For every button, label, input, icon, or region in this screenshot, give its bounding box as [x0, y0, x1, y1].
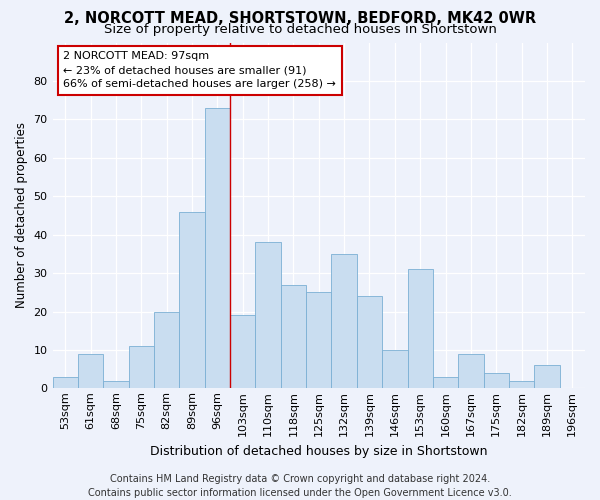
Text: Contains HM Land Registry data © Crown copyright and database right 2024.
Contai: Contains HM Land Registry data © Crown c… [88, 474, 512, 498]
Bar [509, 380, 534, 388]
Bar [230, 316, 256, 388]
Bar [205, 108, 230, 388]
Text: Size of property relative to detached houses in Shortstown: Size of property relative to detached ho… [104, 22, 496, 36]
Bar [357, 296, 382, 388]
X-axis label: Distribution of detached houses by size in Shortstown: Distribution of detached houses by size … [150, 444, 488, 458]
Bar [534, 366, 560, 388]
Bar [306, 292, 331, 388]
Bar [128, 346, 154, 389]
Text: 2 NORCOTT MEAD: 97sqm
← 23% of detached houses are smaller (91)
66% of semi-deta: 2 NORCOTT MEAD: 97sqm ← 23% of detached … [63, 51, 336, 89]
Bar [53, 377, 78, 388]
Bar [154, 312, 179, 388]
Bar [433, 377, 458, 388]
Bar [103, 380, 128, 388]
Bar [382, 350, 407, 389]
Bar [407, 269, 433, 388]
Text: 2, NORCOTT MEAD, SHORTSTOWN, BEDFORD, MK42 0WR: 2, NORCOTT MEAD, SHORTSTOWN, BEDFORD, MK… [64, 11, 536, 26]
Bar [484, 373, 509, 388]
Y-axis label: Number of detached properties: Number of detached properties [15, 122, 28, 308]
Bar [179, 212, 205, 388]
Bar [78, 354, 103, 388]
Bar [256, 242, 281, 388]
Bar [281, 284, 306, 389]
Bar [458, 354, 484, 388]
Bar [331, 254, 357, 388]
